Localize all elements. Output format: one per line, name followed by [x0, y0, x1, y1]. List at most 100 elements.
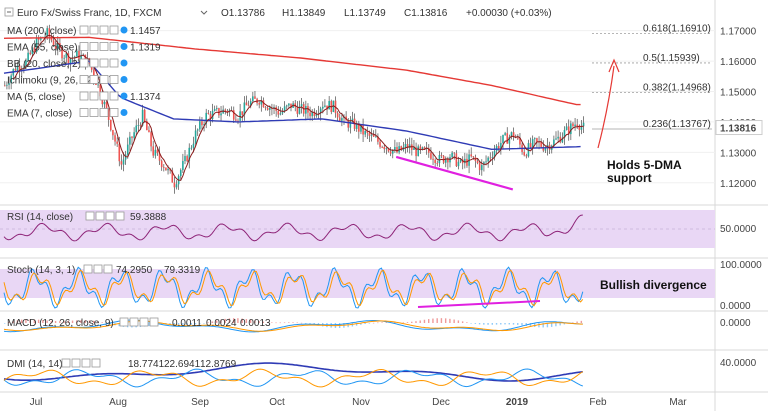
candle	[165, 167, 167, 171]
indicator-control-icon[interactable]	[89, 91, 99, 101]
macd-hist-bar	[428, 319, 430, 323]
candle	[247, 100, 250, 107]
candle	[171, 167, 174, 183]
candle	[52, 34, 55, 48]
indicator-control-icon[interactable]	[109, 91, 119, 101]
indicator-settings-icon[interactable]	[120, 76, 128, 83]
candle	[349, 116, 352, 134]
indicator-control-icon[interactable]	[99, 108, 109, 117]
indicator-settings-icon[interactable]	[120, 26, 128, 34]
candle	[201, 116, 203, 130]
macd-hist-bar	[449, 318, 451, 323]
indicator-control-icon[interactable]	[99, 91, 109, 101]
macd-hist-bar	[495, 323, 498, 325]
indicator-control-icon[interactable]	[89, 58, 99, 68]
indicator-control-icon[interactable]	[109, 108, 119, 117]
macd-hist-bar	[563, 323, 566, 325]
projection-arrow	[597, 65, 615, 149]
candle	[536, 137, 538, 149]
candle	[188, 143, 191, 169]
macd-hist-bar	[71, 320, 74, 323]
macd-hist-bar	[245, 319, 248, 323]
indicator-settings-icon[interactable]	[120, 109, 128, 116]
indicator-label: MA (200, close)	[7, 26, 76, 37]
indicator-control-icon[interactable]	[89, 25, 99, 35]
annotation-5dma-line1: Holds 5-DMA	[607, 158, 682, 172]
candle	[517, 134, 519, 140]
indicator-legend-row[interactable]: BB (20, close, 2)	[7, 58, 128, 70]
indicator-control-icon[interactable]	[89, 42, 99, 51]
indicator-legend-row[interactable]: EMA (55, close) 1.1319	[7, 42, 161, 54]
indicator-control-icon[interactable]	[99, 42, 109, 51]
candle	[133, 127, 135, 141]
indicator-settings-icon[interactable]	[120, 59, 128, 67]
candle	[271, 103, 273, 116]
indicator-control-icon[interactable]	[89, 75, 99, 84]
stoch-controls-icon[interactable]	[83, 264, 113, 274]
candle	[336, 111, 339, 122]
macd-hist-bar	[377, 322, 379, 324]
indicator-settings-icon[interactable]	[120, 92, 128, 100]
indicator-control-icon[interactable]	[109, 75, 119, 84]
indicator-control-icon[interactable]	[99, 25, 109, 35]
stoch-pane: Stoch (14, 3, 1) 74.2950 79.3319 Bullish…	[0, 260, 762, 312]
indicator-control-icon[interactable]	[109, 58, 119, 68]
indicator-legend-row[interactable]: Ichimoku (9, 26, 52, 26)	[7, 75, 128, 87]
macd-line	[3, 319, 583, 333]
candle	[4, 81, 6, 87]
indicator-control-icon[interactable]	[79, 108, 89, 117]
macd-hist-bar	[211, 321, 214, 323]
candle	[453, 152, 456, 160]
candle	[152, 140, 154, 158]
macd-hist-bar	[110, 323, 112, 325]
indicator-legend-row[interactable]: MA (200, close) 1.1457	[7, 25, 161, 37]
macd-hist-bar	[355, 323, 358, 326]
dropdown-chevron-icon[interactable]	[200, 10, 208, 15]
dmi-minus-line	[3, 368, 584, 388]
candle	[555, 131, 557, 141]
candle	[179, 168, 182, 181]
candle	[313, 108, 316, 119]
candle	[466, 153, 468, 168]
indicator-label: MA (5, close)	[7, 92, 65, 103]
candle	[69, 57, 72, 72]
candle	[341, 112, 343, 127]
indicator-control-icon[interactable]	[99, 75, 109, 84]
candle	[285, 104, 288, 110]
indicator-control-icon[interactable]	[79, 25, 89, 35]
candle	[328, 96, 330, 110]
candle	[173, 176, 176, 194]
indicator-control-icon[interactable]	[79, 75, 89, 84]
candle	[146, 118, 148, 131]
indicator-control-icon[interactable]	[89, 108, 99, 117]
macd-signal-line	[3, 320, 583, 332]
candle	[277, 106, 280, 118]
indicator-label: BB (20, close, 2)	[7, 59, 81, 70]
candle	[31, 44, 34, 57]
time-tick-label: Oct	[269, 397, 285, 408]
rsi-controls-icon[interactable]	[85, 211, 125, 221]
indicator-control-icon[interactable]	[79, 58, 89, 68]
indicator-legend-row[interactable]: EMA (7, close)	[7, 108, 128, 120]
symbol-title[interactable]: Euro Fx/Swiss Franc, 1D, FXCM	[17, 8, 161, 19]
candle	[502, 134, 504, 150]
dmi-controls-icon[interactable]	[61, 358, 101, 368]
macd-hist-bar	[101, 322, 103, 323]
collapse-icon[interactable]	[4, 7, 14, 17]
candle	[355, 120, 358, 132]
indicator-control-icon[interactable]	[99, 58, 109, 68]
macd-hist-bar	[76, 320, 78, 323]
indicator-settings-icon[interactable]	[120, 43, 128, 50]
macd-controls-icon[interactable]	[119, 317, 159, 327]
indicator-control-icon[interactable]	[109, 42, 119, 51]
candle	[116, 137, 118, 147]
indicator-control-icon[interactable]	[109, 25, 119, 35]
indicator-control-icon[interactable]	[79, 91, 89, 101]
candle	[150, 130, 152, 152]
divergence-trendline-stoch	[417, 300, 541, 308]
candle	[67, 50, 70, 69]
indicator-legend-row[interactable]: MA (5, close) 1.1374	[7, 91, 161, 103]
indicator-label: EMA (7, close)	[7, 109, 72, 120]
macd-hist-bar	[59, 321, 61, 323]
indicator-control-icon[interactable]	[79, 42, 89, 51]
